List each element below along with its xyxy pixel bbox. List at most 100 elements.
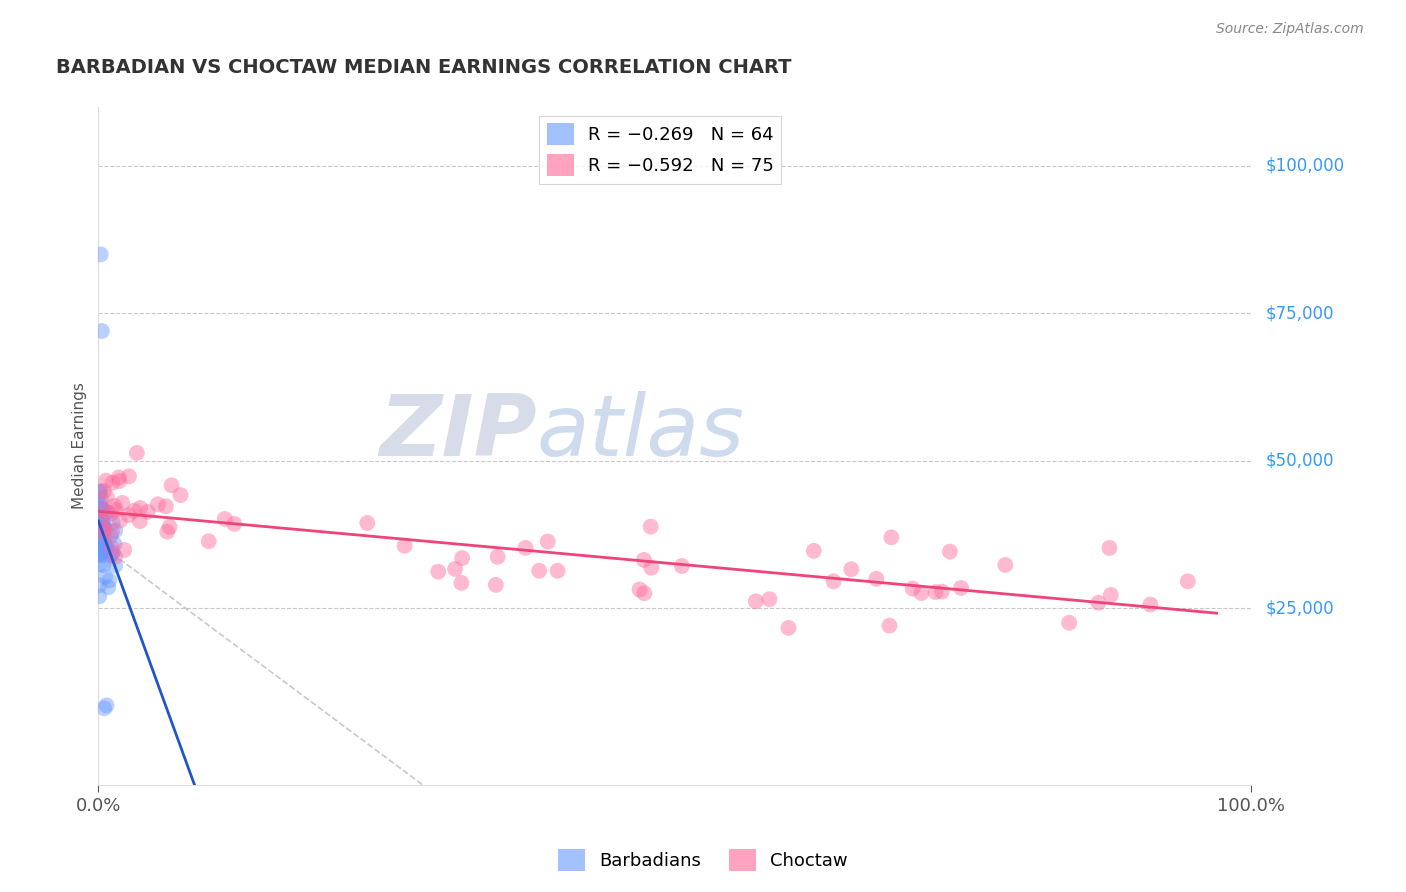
- Point: [89, 547, 111, 561]
- Point: [159, 520, 181, 534]
- Point: [224, 516, 246, 531]
- Point: [91, 530, 114, 544]
- Point: [90, 530, 112, 544]
- Point: [93, 535, 115, 549]
- Point: [89, 525, 111, 540]
- Point: [939, 544, 962, 558]
- Text: $50,000: $50,000: [1265, 451, 1334, 470]
- Point: [427, 565, 450, 579]
- Point: [527, 564, 550, 578]
- Point: [100, 507, 122, 521]
- Point: [118, 508, 141, 522]
- Point: [931, 584, 953, 599]
- Point: [91, 519, 114, 533]
- Point: [90, 540, 112, 554]
- Point: [128, 514, 150, 528]
- Point: [90, 324, 112, 338]
- Point: [1098, 541, 1121, 555]
- Point: [93, 558, 115, 573]
- Point: [1177, 574, 1199, 589]
- Point: [129, 501, 152, 516]
- Point: [94, 570, 117, 584]
- Point: [87, 543, 110, 558]
- Point: [104, 524, 127, 538]
- Point: [823, 574, 845, 589]
- Point: [107, 470, 129, 484]
- Point: [100, 529, 122, 543]
- Point: [160, 478, 183, 492]
- Point: [91, 512, 114, 526]
- Text: BARBADIAN VS CHOCTAW MEDIAN EARNINGS CORRELATION CHART: BARBADIAN VS CHOCTAW MEDIAN EARNINGS COR…: [56, 58, 792, 77]
- Point: [96, 698, 118, 713]
- Point: [485, 578, 508, 592]
- Point: [90, 541, 112, 555]
- Point: [633, 553, 655, 567]
- Point: [136, 505, 159, 519]
- Point: [94, 540, 117, 554]
- Point: [758, 592, 780, 607]
- Point: [93, 541, 115, 555]
- Point: [89, 486, 111, 500]
- Point: [89, 578, 111, 592]
- Point: [104, 503, 127, 517]
- Point: [97, 580, 120, 594]
- Text: atlas: atlas: [537, 391, 745, 474]
- Point: [89, 498, 111, 512]
- Point: [197, 534, 219, 549]
- Point: [90, 524, 112, 538]
- Point: [89, 501, 111, 516]
- Point: [96, 540, 118, 554]
- Point: [91, 541, 114, 556]
- Point: [93, 526, 115, 541]
- Point: [98, 574, 121, 588]
- Point: [444, 562, 467, 576]
- Point: [515, 541, 537, 555]
- Point: [924, 585, 946, 599]
- Text: ZIP: ZIP: [378, 391, 537, 474]
- Point: [950, 581, 973, 595]
- Point: [994, 558, 1017, 572]
- Point: [90, 505, 112, 519]
- Point: [104, 549, 127, 564]
- Point: [103, 499, 125, 513]
- Point: [89, 502, 111, 516]
- Point: [89, 516, 111, 530]
- Point: [111, 496, 134, 510]
- Point: [90, 529, 112, 543]
- Point: [89, 532, 111, 546]
- Point: [89, 548, 111, 562]
- Point: [91, 520, 114, 534]
- Point: [1057, 615, 1080, 630]
- Point: [108, 474, 131, 488]
- Point: [745, 594, 768, 608]
- Point: [1087, 596, 1109, 610]
- Point: [101, 475, 124, 490]
- Point: [633, 586, 655, 600]
- Point: [91, 525, 114, 540]
- Point: [91, 515, 114, 529]
- Point: [89, 538, 111, 552]
- Point: [112, 543, 135, 558]
- Point: [125, 446, 148, 460]
- Point: [90, 491, 112, 505]
- Point: [547, 564, 569, 578]
- Point: [90, 517, 112, 532]
- Point: [91, 548, 114, 562]
- Point: [118, 469, 141, 483]
- Point: [98, 549, 121, 563]
- Point: [101, 546, 124, 560]
- Point: [640, 519, 662, 533]
- Point: [486, 549, 509, 564]
- Point: [880, 530, 903, 544]
- Point: [96, 490, 118, 504]
- Point: [89, 484, 111, 499]
- Point: [628, 582, 651, 597]
- Point: [450, 575, 472, 590]
- Y-axis label: Median Earnings: Median Earnings: [72, 383, 87, 509]
- Text: $25,000: $25,000: [1265, 599, 1334, 617]
- Point: [94, 505, 117, 519]
- Text: Source: ZipAtlas.com: Source: ZipAtlas.com: [1216, 22, 1364, 37]
- Point: [803, 544, 825, 558]
- Point: [89, 590, 111, 604]
- Point: [537, 534, 560, 549]
